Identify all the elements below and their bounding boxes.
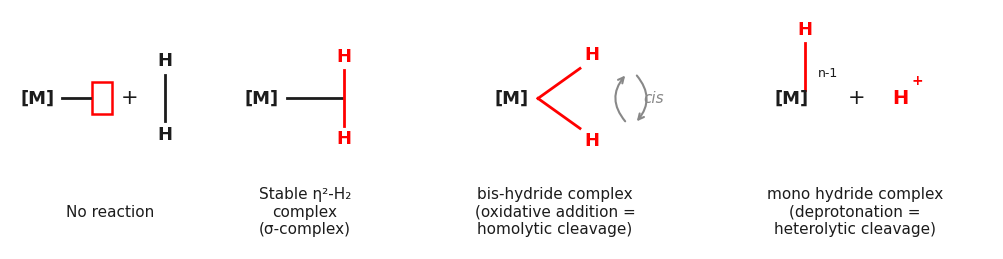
Text: cis: cis <box>642 91 663 106</box>
Text: H: H <box>157 126 173 145</box>
Text: +: + <box>911 74 923 88</box>
Text: H: H <box>336 48 351 66</box>
Text: n-1: n-1 <box>817 67 838 81</box>
Text: H: H <box>336 131 351 148</box>
Text: [M]: [M] <box>20 89 54 107</box>
Text: H: H <box>584 132 599 150</box>
Text: [M]: [M] <box>245 89 279 107</box>
Text: mono hydride complex
(deprotonation =
heterolytic cleavage): mono hydride complex (deprotonation = he… <box>766 188 942 237</box>
Text: H: H <box>891 89 908 108</box>
Text: [M]: [M] <box>774 89 808 107</box>
Text: bis-hydride complex
(oxidative addition =
homolytic cleavage): bis-hydride complex (oxidative addition … <box>474 188 635 237</box>
Text: +: + <box>121 88 138 109</box>
Text: +: + <box>848 88 865 109</box>
Text: H: H <box>584 46 599 64</box>
Text: [M]: [M] <box>494 89 529 107</box>
Bar <box>92 82 112 114</box>
Text: H: H <box>157 52 173 70</box>
Text: No reaction: No reaction <box>66 205 154 220</box>
Text: Stable η²-H₂
complex
(σ-complex): Stable η²-H₂ complex (σ-complex) <box>259 188 351 237</box>
Text: H: H <box>796 21 811 39</box>
